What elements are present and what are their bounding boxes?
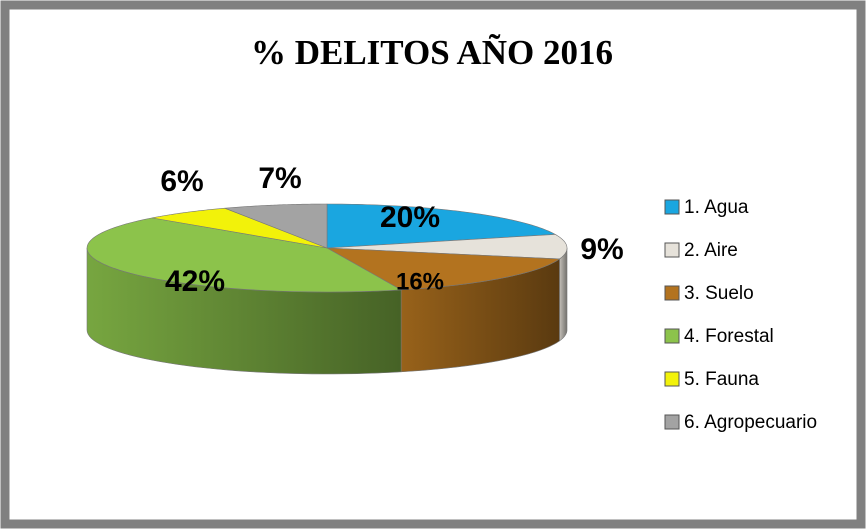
legend-swatch (664, 242, 680, 258)
data-label: 20% (380, 201, 440, 234)
legend-swatch (664, 199, 680, 215)
legend-label: 3. Suelo (684, 283, 754, 304)
data-label: 16% (396, 268, 444, 295)
data-label: 9% (580, 233, 623, 266)
legend-label: 6. Agropecuario (684, 412, 817, 433)
slice (86, 217, 403, 293)
legend-swatch (664, 328, 680, 344)
slice (326, 247, 561, 291)
legend-swatch (664, 285, 680, 301)
slice (326, 203, 557, 249)
legend-swatch (664, 371, 680, 387)
pie (86, 203, 568, 375)
slice (326, 234, 568, 260)
slice (224, 203, 328, 249)
chart-title: % DELITOS AÑO 2016 (251, 33, 613, 72)
data-label: 6% (160, 165, 203, 198)
slice (151, 207, 328, 249)
legend-label: 1. Agua (684, 197, 749, 218)
slice-side (559, 247, 568, 342)
legend-swatch (664, 414, 680, 430)
legend-label: 4. Forestal (684, 326, 774, 347)
legend-label: 2. Aire (684, 240, 738, 261)
data-label: 7% (258, 162, 301, 195)
data-label: 42% (165, 265, 225, 298)
legend-label: 5. Fauna (684, 369, 759, 390)
